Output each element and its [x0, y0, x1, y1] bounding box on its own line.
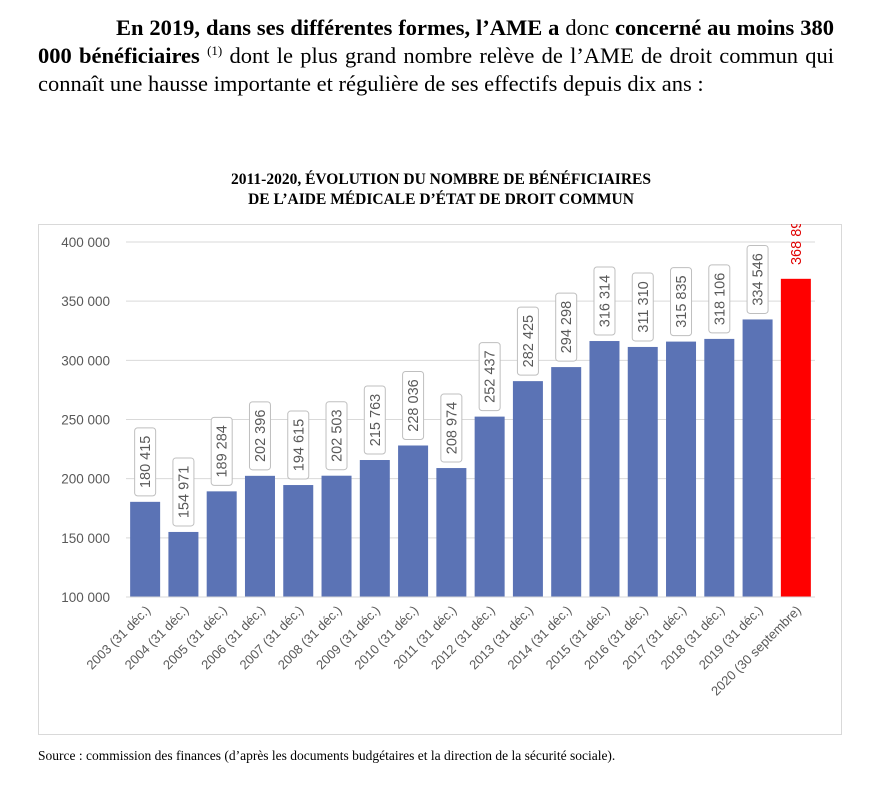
data-label-box [670, 267, 693, 337]
intro-bold-2: concerné au moins 380 000 bénéficiaires [38, 15, 834, 68]
data-label-text: 180 415 [138, 436, 154, 488]
bar [321, 475, 352, 597]
data-label: 202 396 [248, 401, 271, 471]
data-label: 215 763 [363, 385, 386, 455]
data-label-text: 215 763 [368, 394, 384, 446]
data-label: 180 415 [134, 427, 157, 497]
bar [512, 381, 543, 597]
data-label-text: 202 503 [330, 409, 346, 461]
data-label-text: 202 396 [253, 410, 269, 462]
data-label: 202 503 [325, 401, 348, 471]
data-label-box [746, 244, 769, 314]
data-label: 154 971 [172, 457, 195, 527]
bar [780, 278, 811, 597]
y-tick-label: 150 000 [61, 531, 110, 546]
data-label-box [402, 370, 425, 440]
y-tick-label: 200 000 [61, 472, 110, 487]
bar [589, 341, 620, 597]
intro-bold-1: En 2019, dans ses différentes formes, l’… [116, 15, 560, 40]
bar [244, 475, 275, 597]
bar [168, 531, 199, 597]
y-tick-label: 100 000 [61, 590, 110, 605]
bar [436, 468, 467, 597]
chart-title: 2011-2020, ÉVOLUTION DU NOMBRE DE BÉNÉFI… [0, 170, 882, 210]
data-label-text: 334 546 [751, 253, 767, 305]
data-label: 194 615 [287, 410, 310, 480]
bar [627, 346, 658, 597]
data-label: 282 425 [516, 306, 539, 376]
bar [666, 341, 697, 597]
data-label: 189 284 [210, 416, 233, 486]
data-label-text: 228 036 [406, 379, 422, 431]
data-label: 368 890 [789, 224, 805, 265]
data-label-text: 154 971 [176, 466, 192, 518]
y-tick-label: 400 000 [61, 235, 110, 250]
data-label-text: 368 890 [789, 224, 805, 265]
data-label-text: 252 437 [483, 350, 499, 402]
data-label-box [363, 385, 386, 455]
data-label-text: 282 425 [521, 315, 537, 367]
data-label: 318 106 [708, 264, 731, 334]
data-label-text: 318 106 [712, 273, 728, 325]
footnote-ref[interactable]: (1) [207, 43, 223, 58]
bar-chart: 100 000 150 000 200 000 250 000 300 000 350 0… [61, 224, 815, 698]
bar [704, 338, 735, 597]
bar [474, 416, 505, 597]
intro-text-1: donc [559, 15, 615, 40]
y-tick-label: 250 000 [61, 413, 110, 428]
data-label: 228 036 [402, 370, 425, 440]
x-tick-label: 2003 (31 déc.) [83, 603, 153, 673]
data-label-box [708, 264, 731, 334]
data-label: 208 974 [440, 393, 463, 463]
data-label-box [631, 272, 654, 342]
data-label-box [555, 292, 578, 362]
bar [742, 319, 773, 597]
data-label: 316 314 [593, 266, 616, 336]
data-label-box [248, 401, 271, 471]
data-label: 311 310 [631, 272, 654, 342]
data-label-text: 315 835 [674, 275, 690, 327]
bar [551, 367, 582, 597]
bar [359, 460, 390, 597]
data-label-box [516, 306, 539, 376]
data-label-box [478, 342, 501, 412]
data-label-text: 294 298 [559, 301, 575, 353]
chart-title-line-2: DE L’AIDE MÉDICALE D’ÉTAT DE DROIT COMMU… [248, 191, 634, 208]
source-note: Source : commission des finances (d’aprè… [38, 748, 616, 763]
data-label-box [134, 427, 157, 497]
data-label: 294 298 [555, 292, 578, 362]
data-label-text: 208 974 [444, 402, 460, 454]
data-label-text: 311 310 [636, 281, 652, 332]
intro-paragraph: En 2019, dans ses différentes formes, l’… [38, 14, 834, 98]
data-label: 334 546 [746, 244, 769, 314]
data-label-box [287, 410, 310, 480]
chart-title-line-1: 2011-2020, ÉVOLUTION DU NOMBRE DE BÉNÉFI… [231, 171, 651, 188]
data-label: 252 437 [478, 342, 501, 412]
intro-text-2: dont le plus grand nombre relève de l’AM… [38, 43, 835, 96]
data-label-box [325, 401, 348, 471]
data-label-box [210, 416, 233, 486]
bar [398, 445, 429, 597]
y-tick-label: 300 000 [61, 353, 110, 368]
data-label: 315 835 [670, 267, 693, 337]
bar [130, 501, 161, 597]
data-label-box [172, 457, 195, 527]
data-label-box [593, 266, 616, 336]
data-label-box [440, 393, 463, 463]
chart-frame [38, 224, 842, 735]
data-label-text: 194 615 [291, 419, 307, 471]
data-label-text: 189 284 [215, 425, 231, 477]
data-label-text: 316 314 [597, 275, 613, 327]
bar [283, 485, 314, 597]
y-tick-label: 350 000 [61, 294, 110, 309]
bar [206, 491, 237, 597]
